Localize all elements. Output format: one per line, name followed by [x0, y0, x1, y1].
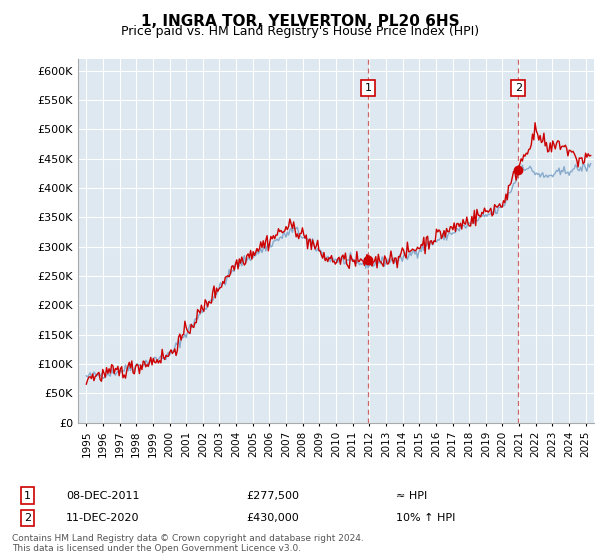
Text: 1: 1: [24, 491, 31, 501]
Text: ≈ HPI: ≈ HPI: [396, 491, 427, 501]
Text: £430,000: £430,000: [246, 513, 299, 523]
Text: 08-DEC-2011: 08-DEC-2011: [66, 491, 139, 501]
Text: 2: 2: [515, 83, 522, 93]
Text: Contains HM Land Registry data © Crown copyright and database right 2024.
This d: Contains HM Land Registry data © Crown c…: [12, 534, 364, 553]
Text: 2: 2: [24, 513, 31, 523]
Text: 11-DEC-2020: 11-DEC-2020: [66, 513, 139, 523]
Text: Price paid vs. HM Land Registry's House Price Index (HPI): Price paid vs. HM Land Registry's House …: [121, 25, 479, 38]
Text: 1: 1: [365, 83, 371, 93]
Text: 10% ↑ HPI: 10% ↑ HPI: [396, 513, 455, 523]
Text: £277,500: £277,500: [246, 491, 299, 501]
Text: 1, INGRA TOR, YELVERTON, PL20 6HS: 1, INGRA TOR, YELVERTON, PL20 6HS: [140, 14, 460, 29]
